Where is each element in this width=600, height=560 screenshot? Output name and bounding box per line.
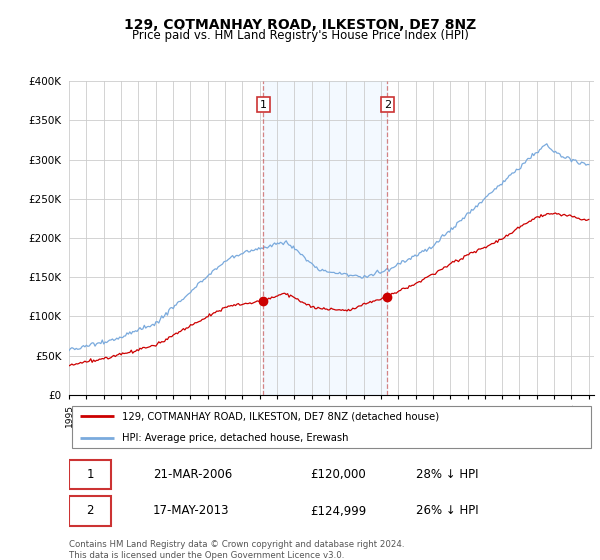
FancyBboxPatch shape bbox=[71, 405, 592, 449]
Bar bbox=[263, 81, 388, 395]
Text: 26% ↓ HPI: 26% ↓ HPI bbox=[415, 505, 478, 517]
Text: HPI: Average price, detached house, Erewash: HPI: Average price, detached house, Erew… bbox=[121, 433, 348, 443]
Text: 21-MAR-2006: 21-MAR-2006 bbox=[153, 468, 232, 481]
FancyBboxPatch shape bbox=[69, 496, 111, 525]
Text: 2: 2 bbox=[384, 100, 391, 110]
Text: £124,999: £124,999 bbox=[311, 505, 367, 517]
Text: 1: 1 bbox=[260, 100, 267, 110]
Text: £120,000: £120,000 bbox=[311, 468, 366, 481]
Text: Contains HM Land Registry data © Crown copyright and database right 2024.
This d: Contains HM Land Registry data © Crown c… bbox=[69, 540, 404, 560]
Text: 17-MAY-2013: 17-MAY-2013 bbox=[153, 505, 229, 517]
Text: 129, COTMANHAY ROAD, ILKESTON, DE7 8NZ (detached house): 129, COTMANHAY ROAD, ILKESTON, DE7 8NZ (… bbox=[121, 411, 439, 421]
Text: 28% ↓ HPI: 28% ↓ HPI bbox=[415, 468, 478, 481]
Text: Price paid vs. HM Land Registry's House Price Index (HPI): Price paid vs. HM Land Registry's House … bbox=[131, 29, 469, 42]
Text: 129, COTMANHAY ROAD, ILKESTON, DE7 8NZ: 129, COTMANHAY ROAD, ILKESTON, DE7 8NZ bbox=[124, 18, 476, 32]
FancyBboxPatch shape bbox=[69, 460, 111, 489]
Text: 1: 1 bbox=[86, 468, 94, 481]
Text: 2: 2 bbox=[86, 505, 94, 517]
